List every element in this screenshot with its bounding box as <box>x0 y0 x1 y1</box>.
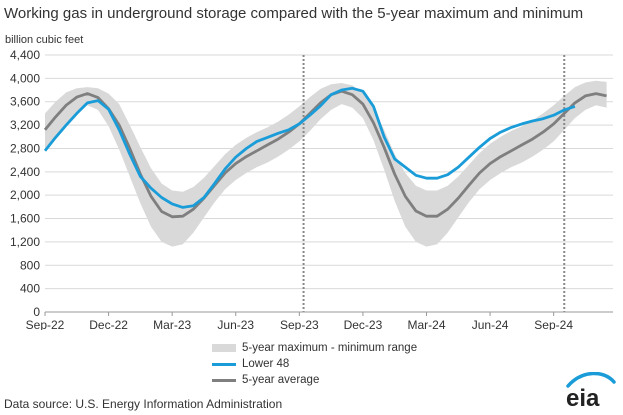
svg-text:eia: eia <box>566 385 600 410</box>
y-tick-label: 2,400 <box>10 165 40 179</box>
y-tick-label: 4,000 <box>10 71 40 85</box>
y-tick-label: 1,200 <box>10 235 40 249</box>
series-line-lower48 <box>43 86 576 209</box>
x-tick-label: Jun-23 <box>217 318 254 330</box>
y-tick-label: 2,000 <box>10 188 40 202</box>
band-layer <box>45 80 607 247</box>
y-tick-label: 400 <box>20 282 40 296</box>
legend-swatch-range <box>212 344 236 352</box>
y-tick-label: 1,600 <box>10 212 40 226</box>
legend-swatch-avg <box>212 378 236 382</box>
x-tick-label: Mar-23 <box>153 318 191 330</box>
x-tick-label: Sep-24 <box>534 318 573 330</box>
x-tick-label: Mar-24 <box>407 318 445 330</box>
y-tick-label: 800 <box>20 258 40 272</box>
y-tick-label: 3,600 <box>10 95 40 109</box>
eia-logo: eia <box>566 372 616 410</box>
x-tick-label: Sep-22 <box>26 318 65 330</box>
legend-swatch-lower48 <box>212 362 236 366</box>
x-tick-label: Sep-23 <box>280 318 319 330</box>
chart-title: Working gas in underground storage compa… <box>4 5 584 22</box>
y-tick-label: 0 <box>33 305 40 319</box>
legend-label-range: 5-year maximum - minimum range <box>242 342 418 354</box>
legend-item-range: 5-year maximum - minimum range <box>212 340 417 356</box>
x-tick-label: Jun-24 <box>472 318 509 330</box>
legend-label-lower48: Lower 48 <box>242 358 290 370</box>
range-band <box>45 80 607 247</box>
y-tick-label: 2,800 <box>10 141 40 155</box>
chart-canvas: 0 400 800 1,200 1,600 2,000 2,400 2,800 3,200 3,6… <box>10 48 613 330</box>
legend-item-avg: 5-year average <box>212 372 417 388</box>
legend: 5-year maximum - minimum range Lower 48 … <box>212 340 417 388</box>
series-layer <box>43 86 607 219</box>
marker-layer <box>302 55 566 312</box>
data-source-note: Data source: U.S. Energy Information Adm… <box>4 397 283 411</box>
x-tick-label: Dec-23 <box>344 318 383 330</box>
axis-layer: 0 400 800 1,200 1,600 2,000 2,400 2,800 3,200 3,6… <box>10 48 613 330</box>
y-axis-label: billion cubic feet <box>5 34 84 46</box>
legend-item-lower48: Lower 48 <box>212 356 417 372</box>
y-tick-label: 3,200 <box>10 118 40 132</box>
y-tick-label: 4,400 <box>10 48 40 62</box>
x-tick-label: Dec-22 <box>89 318 128 330</box>
legend-label-avg: 5-year average <box>242 374 320 386</box>
